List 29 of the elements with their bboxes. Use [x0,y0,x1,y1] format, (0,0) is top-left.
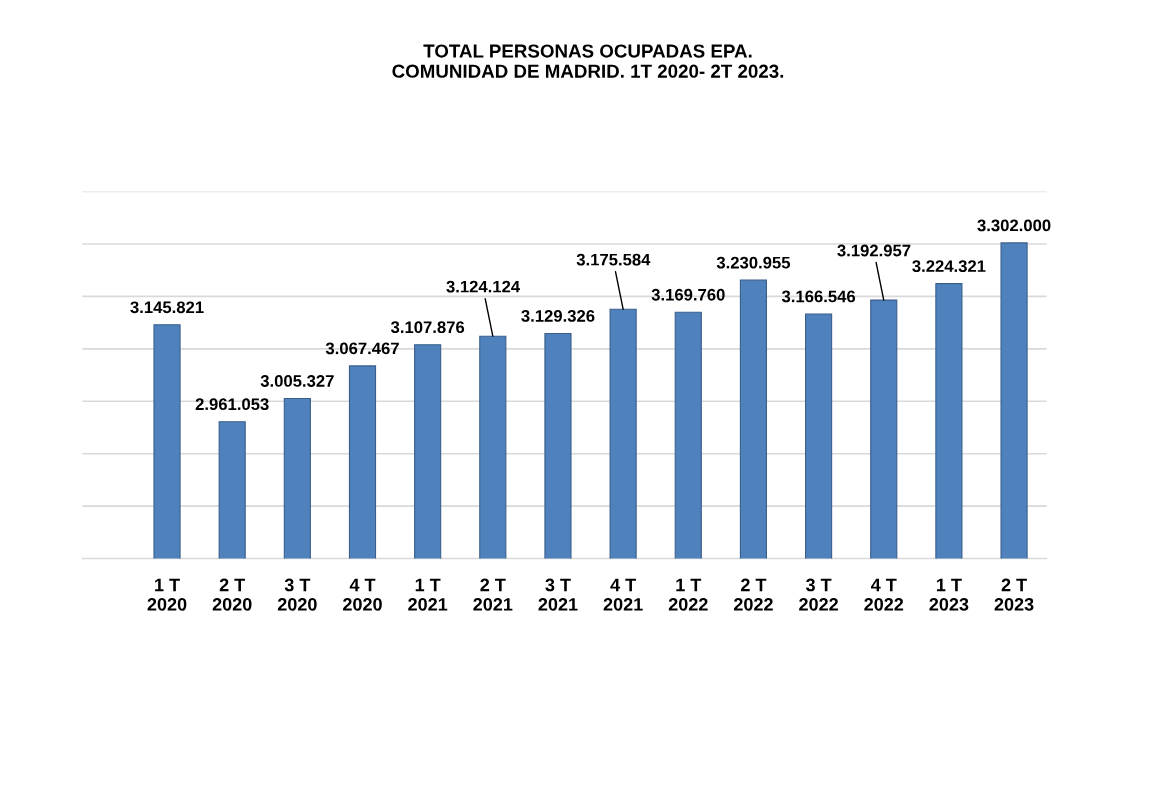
data-label: 3.192.957 [837,244,911,257]
data-label: 3.169.760 [651,288,725,301]
data-label: 3.224.321 [912,260,986,273]
data-label: 2.961.053 [195,398,269,411]
data-label: 3.302.000 [977,219,1051,232]
data-label: 3.230.955 [716,256,791,269]
x-tick-label: 2 T 2020 [212,578,252,611]
x-tick-label: 4 T 2021 [603,578,643,611]
chart-title: TOTAL PERSONAS OCUPADAS EPA. COMUNIDAD DE MADRID. 1T 2020- 2T 2023. [392,44,784,78]
x-tick-label: 4 T 2020 [343,578,382,611]
data-label: 3.107.876 [390,321,465,334]
data-label: 3.067.467 [325,342,399,355]
data-label: 3.175.584 [576,253,651,266]
x-tick-label: 1 T 2023 [929,578,969,611]
x-tick-label: 4 T 2022 [864,578,904,611]
x-tick-label: 2 T 2023 [994,578,1034,611]
data-label: 3.005.327 [260,375,334,387]
x-tick-label: 3 T 2021 [538,578,578,611]
data-label: 3.124.124 [446,280,521,293]
x-tick-label: 1 T 2022 [668,578,708,611]
x-tick-label: 1 T 2020 [147,578,187,611]
x-tick-label: 2 T 2021 [473,578,513,611]
x-tick-label: 1 T 2021 [408,578,448,611]
data-label: 3.145.821 [130,301,204,314]
x-tick-label: 2 T 2022 [733,578,773,611]
data-label: 3.129.326 [521,310,595,322]
data-label: 3.166.546 [781,290,856,303]
x-tick-label: 3 T 2022 [799,578,838,611]
x-tick-label: 3 T 2020 [277,578,317,611]
